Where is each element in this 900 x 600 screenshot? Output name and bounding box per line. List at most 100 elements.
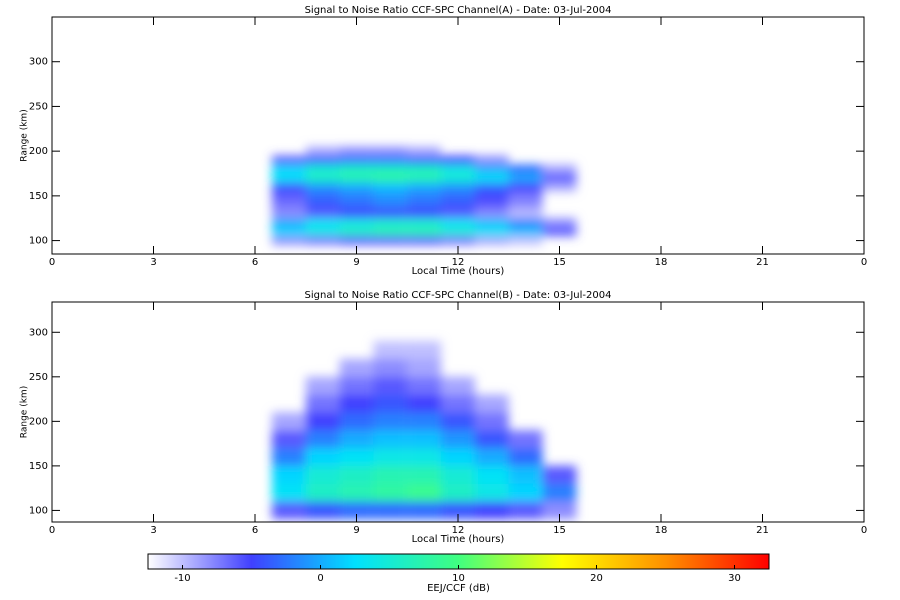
heat-cell [373,200,408,210]
y-tick-label: 150 [29,191,48,202]
heat-cell [407,341,442,360]
y-tick-label: 250 [29,372,48,383]
heat-cell [542,218,577,228]
heat-cell [474,448,509,466]
heat-cell [508,200,543,210]
heat-cell [305,483,340,502]
heat-cell [373,146,408,156]
heat-cell [542,182,577,192]
heat-cell [508,430,543,449]
heat-cell [407,448,442,466]
heat-cell [441,182,475,192]
heat-cell [305,182,340,192]
heat-cell [271,412,306,431]
heat-cell [373,341,408,360]
heat-cell [542,164,577,174]
heat-cell [339,182,374,192]
heat-cell [542,465,577,484]
y-tick-label: 100 [29,236,48,247]
heat-cell [339,501,374,520]
x-tick-label: 0 [861,257,867,268]
heat-cell [508,483,543,502]
heat-cell [441,394,475,413]
heat-cell [373,501,408,520]
heat-cell [339,191,374,201]
heat-cell [474,394,509,413]
heat-cell [407,236,442,246]
x-axis-label: Local Time (hours) [412,266,505,277]
heat-cell [407,164,442,174]
x-tick-label: 0 [861,525,867,536]
colorbar-tick-label: 10 [452,573,465,584]
heat-cell [407,465,442,484]
heat-cell [373,430,408,449]
y-tick-label: 150 [29,461,48,472]
heat-cell [407,359,442,377]
heat-cell [305,236,340,246]
heat-cell [542,227,577,237]
heatmap [271,341,577,520]
heat-cell [542,483,577,502]
x-tick-label: 21 [756,257,769,268]
heat-cell [407,191,442,201]
heat-cell [508,501,543,520]
heat-cell [407,483,442,502]
heat-cell [508,182,543,192]
y-axis-label: Range (km) [20,109,30,161]
heat-cell [271,155,306,165]
heat-cell [373,394,408,413]
heat-cell [542,173,577,183]
heat-cell [271,182,306,192]
heat-cell [305,209,340,219]
heatmap-cells [271,146,577,246]
heat-cell [441,155,475,165]
x-tick-label: 15 [553,257,566,268]
heat-cell [339,218,374,228]
heat-cell [271,430,306,449]
heat-cell [474,236,509,246]
heat-cell [339,173,374,183]
heat-cell [407,376,442,395]
heat-cell [339,209,374,219]
heat-cell [373,209,408,219]
heat-cell [441,412,475,431]
heat-cell [474,501,509,520]
heat-cell [339,394,374,413]
heat-cell [441,465,475,484]
heat-cell [339,200,374,210]
x-tick-label: 6 [252,525,258,536]
heat-cell [474,155,509,165]
heat-cell [441,227,475,237]
heat-cell [407,394,442,413]
colorbar-tick-label: -10 [174,573,190,584]
heat-cell [474,412,509,431]
heat-cell [339,465,374,484]
heat-cell [474,430,509,449]
heat-cell [339,376,374,395]
heat-cell [373,359,408,377]
heat-cell [508,218,543,228]
heat-cell [305,191,340,201]
heat-cell [373,227,408,237]
heat-cell [407,200,442,210]
heat-cell [441,483,475,502]
heat-cell [271,173,306,183]
heat-cell [339,430,374,449]
heat-cell [441,164,475,174]
heat-cell [508,236,543,246]
heat-cell [474,182,509,192]
heat-cell [305,501,340,520]
x-tick-label: 12 [452,257,465,268]
heat-cell [474,465,509,484]
y-axis-label: Range (km) [20,386,30,438]
heat-cell [339,227,374,237]
x-tick-label: 21 [756,525,769,536]
heat-cell [441,209,475,219]
heat-cell [305,430,340,449]
heat-cell [508,465,543,484]
y-tick-label: 100 [29,505,48,516]
heat-cell [373,483,408,502]
x-tick-label: 9 [353,257,359,268]
y-tick-label: 250 [29,101,48,112]
heat-cell [373,182,408,192]
